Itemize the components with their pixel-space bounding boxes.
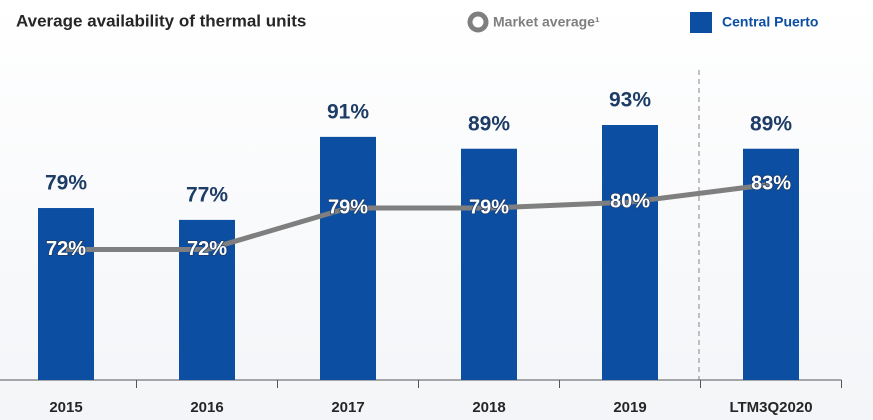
legend-label: Market average¹ <box>493 14 600 30</box>
x-tick-label: 2015 <box>49 399 82 416</box>
legend-label: Central Puerto <box>722 14 818 30</box>
bar-value-label: 77% <box>186 183 228 206</box>
x-tick-label: LTM3Q2020 <box>729 399 812 416</box>
bar <box>602 125 658 380</box>
x-tick-label: 2019 <box>613 399 646 416</box>
bar <box>38 208 94 380</box>
line-value-label: 79% <box>469 196 509 218</box>
line-value-label: 72% <box>187 238 227 260</box>
bar-value-label: 79% <box>45 172 87 195</box>
line-value-label: 72% <box>46 238 86 260</box>
legend-swatch <box>467 11 489 33</box>
bar <box>461 148 517 380</box>
x-tick-label: 2017 <box>331 399 364 416</box>
bar-value-label: 93% <box>609 89 651 112</box>
legend-swatch <box>690 12 712 33</box>
line-value-label: 80% <box>610 190 650 212</box>
line-value-label: 79% <box>328 196 368 218</box>
bar-value-label: 89% <box>468 112 510 135</box>
line <box>66 181 772 253</box>
bar-value-label: 91% <box>327 100 369 123</box>
bar-value-label: 89% <box>750 112 792 135</box>
chart-title: Average availability of thermal units <box>16 11 306 30</box>
bar <box>320 136 376 380</box>
x-tick-label: 2018 <box>472 399 505 416</box>
x-tick-label: 2016 <box>190 399 223 416</box>
line-value-label: 83% <box>751 173 791 195</box>
